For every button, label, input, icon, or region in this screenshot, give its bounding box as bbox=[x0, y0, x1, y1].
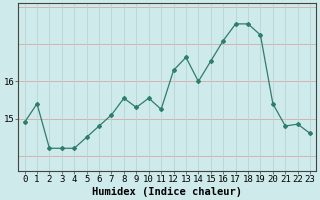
X-axis label: Humidex (Indice chaleur): Humidex (Indice chaleur) bbox=[92, 186, 242, 197]
